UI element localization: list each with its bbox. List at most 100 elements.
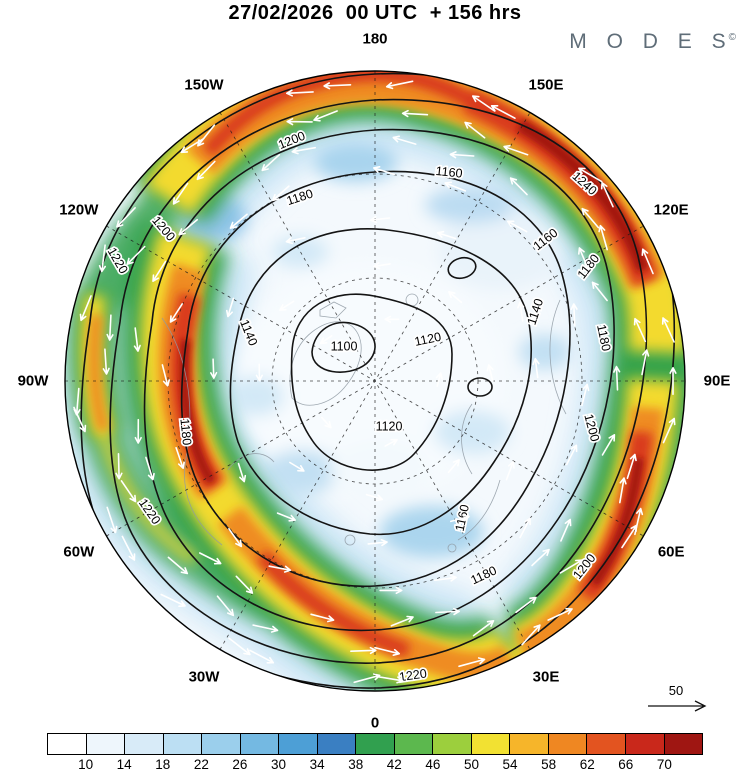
wind-arrow [365, 493, 384, 502]
wind-arrow [172, 182, 189, 205]
colorbar-tick: 46 [425, 757, 441, 772]
wind-arrow [486, 364, 494, 382]
colorbar-cell [162, 733, 203, 755]
wind-arrow [279, 300, 295, 311]
colorbar-cell [316, 733, 357, 755]
wind-arrows [73, 80, 677, 684]
wind-arrow [115, 453, 123, 480]
colorbar-tick: 38 [348, 757, 364, 772]
wind-arrow [392, 135, 417, 145]
colorbar-tick: 42 [386, 757, 402, 772]
wind-arrow [591, 281, 608, 302]
wind-arrow [519, 517, 531, 539]
wind-arrow [384, 315, 400, 323]
wind-arrow [532, 357, 540, 379]
wind-arrow [375, 675, 404, 684]
colorbar-cell [201, 733, 241, 755]
wind-arrow [450, 514, 470, 523]
wind-arrow [237, 462, 247, 483]
wind-arrow [601, 434, 616, 456]
wind-arrow [570, 303, 578, 327]
wind-arrow [464, 121, 486, 139]
wind-arrow [116, 207, 136, 228]
longitude-label-150W: 150W [184, 76, 224, 94]
wind-arrow [261, 153, 281, 172]
colorbar-cell [85, 733, 126, 755]
longitude-label-60E: 60E [657, 543, 685, 561]
wind-arrow [581, 207, 600, 229]
wind-arrow [276, 512, 296, 522]
wind-arrow [313, 110, 338, 122]
wind-arrow [216, 595, 235, 617]
wind-arrow [641, 248, 654, 275]
colorbar-tick: 14 [116, 757, 132, 772]
wind-arrow [152, 260, 167, 282]
wind-arrow [226, 297, 235, 318]
wind-arrow [286, 118, 313, 126]
wind-arrow [160, 593, 186, 607]
wind-arrow [199, 552, 222, 565]
wind-arrow [503, 144, 529, 156]
wind-arrow [472, 620, 495, 637]
contour-label: 1100 [331, 339, 358, 353]
wind-arrow [374, 646, 400, 656]
wind-arrow [249, 649, 275, 664]
colorbar-tick: 18 [155, 757, 171, 772]
modes-logo: M O D E S© [569, 30, 736, 54]
colorbar-tick: 58 [541, 757, 557, 772]
wind-arrow [559, 559, 583, 574]
wind-arrow [435, 607, 460, 616]
colorbar-cell [393, 733, 434, 755]
wind-arrow [180, 137, 205, 154]
map-boundary [64, 70, 686, 692]
longitude-label-90W: 90W [17, 372, 49, 390]
wind-arrow [385, 80, 414, 90]
wind-arrow [662, 417, 676, 444]
wind-arrow [126, 245, 146, 265]
longitude-label-180: 180 [362, 30, 388, 48]
colorbar-tick: 30 [271, 757, 287, 772]
wind-arrow [353, 673, 381, 684]
wind-arrow [641, 349, 650, 376]
wind-arrow [102, 348, 110, 375]
wind-arrow [228, 637, 251, 656]
wind-arrow [235, 575, 254, 594]
longitude-label-30E: 30E [532, 668, 560, 686]
wind-arrow [505, 461, 515, 481]
colorbar-tick: 26 [232, 757, 248, 772]
chart-title: 27/02/2026 00 UTC + 156 hrs [228, 2, 522, 24]
longitude-label-30W: 30W [188, 668, 220, 686]
wind-arrow [134, 418, 142, 444]
wind-arrow [401, 109, 429, 118]
wind-arrow [285, 237, 306, 245]
colorbar-tick: 34 [309, 757, 325, 772]
wind-arrow [367, 539, 388, 547]
wind-arrow [447, 459, 460, 474]
wind-arrow [373, 166, 396, 176]
wind-arrow [633, 317, 647, 343]
wind-arrow [384, 438, 398, 447]
colorbar-tick: 10 [78, 757, 94, 772]
wind-arrow [547, 607, 573, 621]
wind-arrow [472, 95, 496, 112]
colorbar-cell [663, 733, 704, 755]
colorbar-cell [586, 733, 626, 755]
wind-arrow [196, 160, 216, 181]
longitude-label-60W: 60W [63, 543, 95, 561]
wind-arrow [436, 230, 457, 240]
colorbar [47, 733, 704, 755]
wind-arrow [178, 218, 198, 236]
wind-arrow [517, 301, 525, 322]
colorbar-cell [355, 733, 395, 755]
wind-arrow [286, 89, 314, 97]
wind-arrow [145, 456, 155, 481]
wind-arrow [370, 215, 391, 224]
wind-arrow [161, 364, 170, 387]
modes-logo-text: M O D E S [569, 30, 733, 53]
wind-arrow [578, 247, 590, 271]
wind-arrow [669, 367, 677, 395]
wind-arrow [661, 317, 675, 343]
contour-label: 1120 [376, 419, 403, 433]
wind-arrow [626, 453, 637, 479]
